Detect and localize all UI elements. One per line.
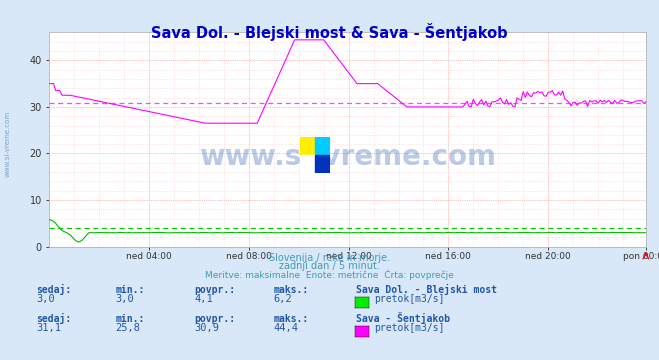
Text: 6,2: 6,2 [273, 294, 292, 305]
Text: 31,1: 31,1 [36, 323, 61, 333]
Text: maks.:: maks.: [273, 285, 308, 296]
Text: 25,8: 25,8 [115, 323, 140, 333]
Text: Meritve: maksimalne  Enote: metrične  Črta: povprečje: Meritve: maksimalne Enote: metrične Črta… [205, 269, 454, 280]
Text: Slovenija / reke in morje.: Slovenija / reke in morje. [269, 253, 390, 263]
Text: 3,0: 3,0 [36, 294, 55, 305]
Text: pretok[m3/s]: pretok[m3/s] [374, 294, 445, 305]
Bar [315, 137, 330, 155]
Text: 44,4: 44,4 [273, 323, 299, 333]
Text: www.si-vreme.com: www.si-vreme.com [199, 143, 496, 171]
Text: min.:: min.: [115, 314, 145, 324]
Bar [315, 155, 330, 173]
Text: 30,9: 30,9 [194, 323, 219, 333]
Text: pretok[m3/s]: pretok[m3/s] [374, 323, 445, 333]
Text: 4,1: 4,1 [194, 294, 213, 305]
Text: Sava - Šentjakob: Sava - Šentjakob [356, 312, 450, 324]
Text: povpr.:: povpr.: [194, 314, 235, 324]
Text: maks.:: maks.: [273, 314, 308, 324]
Bar [300, 155, 315, 173]
Text: zadnji dan / 5 minut.: zadnji dan / 5 minut. [279, 261, 380, 271]
Bar [300, 137, 315, 155]
Text: sedaj:: sedaj: [36, 284, 71, 296]
Text: povpr.:: povpr.: [194, 285, 235, 296]
Text: sedaj:: sedaj: [36, 313, 71, 324]
Text: min.:: min.: [115, 285, 145, 296]
Text: Sava Dol. - Blejski most: Sava Dol. - Blejski most [356, 284, 497, 296]
Text: www.si-vreme.com: www.si-vreme.com [5, 111, 11, 177]
Text: 3,0: 3,0 [115, 294, 134, 305]
Text: Sava Dol. - Blejski most & Sava - Šentjakob: Sava Dol. - Blejski most & Sava - Šentja… [151, 23, 508, 41]
